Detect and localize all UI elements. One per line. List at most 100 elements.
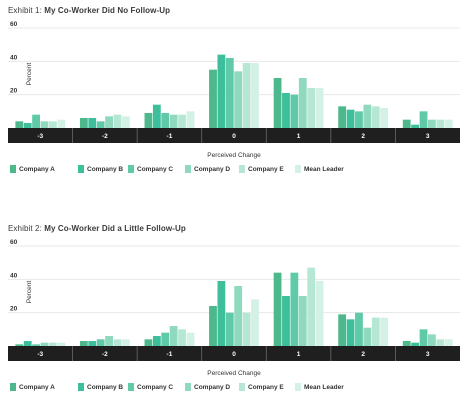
exhibit-2-legend-label-company-a: Company A <box>19 384 55 391</box>
exhibit-2-bar-company-a-3 <box>402 341 411 346</box>
exhibit-2-bar-company-d-3 <box>428 334 436 346</box>
exhibit-1-category-band <box>8 128 460 143</box>
exhibit-1-legend-label-company-d: Company D <box>194 166 230 173</box>
exhibit-1-x-axis-label: Perceived Change <box>207 152 261 159</box>
exhibit-1-bar-company-b-0 <box>217 54 226 128</box>
exhibit-1-bar-company-a-0 <box>209 69 217 128</box>
exhibit-2-bar-mean-leader--2 <box>121 339 130 346</box>
exhibit-1-title-main: My Co-Worker Did No Follow-Up <box>44 6 171 15</box>
exhibit-1-legend-label-company-c: Company C <box>137 166 173 173</box>
exhibit-1-bar-mean-leader-2 <box>380 108 389 128</box>
exhibit-1-y-axis-label: Percent <box>26 63 33 86</box>
exhibit-2-bar-company-e-2 <box>371 317 380 346</box>
exhibit-2-legend-label-company-d: Company D <box>194 384 230 391</box>
exhibit-2-bar-company-b--1 <box>152 336 161 346</box>
exhibit-2-bar-mean-leader-1 <box>315 281 324 346</box>
exhibit-1-x-tick-3: 3 <box>426 133 430 140</box>
exhibit-2-bar-company-d-0 <box>234 286 243 346</box>
exhibit-2-bar-company-a--3 <box>15 344 24 346</box>
exhibit-2-y-tick-60: 60 <box>10 239 18 246</box>
exhibit-2-bar-company-e--3 <box>48 342 57 346</box>
exhibit-1-bar-company-e-3 <box>436 119 445 128</box>
exhibit-2-legend-swatch-company-d <box>185 383 191 391</box>
exhibit-1-bar-mean-leader-0 <box>251 63 259 128</box>
exhibit-2-bar-mean-leader--1 <box>186 332 195 346</box>
exhibit-2-x-tick--2: -2 <box>102 351 108 358</box>
exhibit-2-bar-company-d--1 <box>169 326 178 346</box>
exhibit-2-legend-swatch-company-e <box>239 383 245 391</box>
exhibit-1-legend-label-company-b: Company B <box>87 166 123 173</box>
exhibit-2-bar-company-a-0 <box>209 306 217 346</box>
exhibit-1-bar-company-d-2 <box>363 104 372 128</box>
exhibit-1-bar-company-c--3 <box>32 114 40 128</box>
exhibit-2-bar-mean-leader-3 <box>444 339 453 346</box>
exhibit-1-bar-mean-leader-3 <box>444 119 453 128</box>
exhibit-2-x-tick-2: 2 <box>361 351 365 358</box>
exhibit-2-bar-company-c--2 <box>96 339 105 346</box>
exhibit-1-bar-company-c-0 <box>225 58 234 128</box>
exhibit-1-bar-company-e--1 <box>178 114 186 128</box>
exhibit-1-legend-swatch-company-a <box>10 165 16 173</box>
exhibit-2-bar-company-e--1 <box>178 329 186 346</box>
exhibit-1-bar-company-b-3 <box>411 124 420 128</box>
exhibit-2-bar-company-c--3 <box>32 344 40 346</box>
exhibit-2-bar-company-c-3 <box>419 329 428 346</box>
exhibit-2-legend-label-company-e: Company E <box>248 384 284 391</box>
exhibit-2-bar-company-a--1 <box>144 339 153 346</box>
exhibit-2-x-tick-0: 0 <box>232 351 236 358</box>
exhibit-1-x-tick-0: 0 <box>232 133 236 140</box>
exhibit-2-legend-label-company-b: Company B <box>87 384 123 391</box>
exhibit-2-legend-swatch-company-b <box>78 383 84 391</box>
exhibit-2-bar-company-b--2 <box>88 341 97 346</box>
exhibit-1-bar-company-b--1 <box>152 104 161 128</box>
exhibit-2-y-axis-label: Percent <box>26 281 33 304</box>
exhibit-1-bar-company-c-3 <box>419 111 428 128</box>
exhibit-2-legend-swatch-mean-leader <box>295 383 301 391</box>
exhibit-2-legend-label-mean-leader: Mean Leader <box>304 384 344 391</box>
exhibit-1-legend-label-company-a: Company A <box>19 166 55 173</box>
exhibit-2-legend-swatch-company-a <box>10 383 16 391</box>
exhibit-1-x-tick--1: -1 <box>167 133 173 140</box>
exhibit-1-x-tick--3: -3 <box>37 133 43 140</box>
exhibit-1-bar-company-e-1 <box>307 88 316 128</box>
exhibit-1-legend-swatch-company-b <box>78 165 84 173</box>
exhibit-2-bar-company-c-0 <box>225 312 234 346</box>
exhibit-2-title: Exhibit 2: My Co-Worker Did a Little Fol… <box>8 224 186 233</box>
exhibit-2-bar-company-d--3 <box>40 342 49 346</box>
exhibit-2-x-axis-label: Perceived Change <box>207 370 261 377</box>
exhibit-1-bar-company-a-3 <box>402 119 411 128</box>
exhibit-1-bar-company-a-2 <box>338 106 347 128</box>
exhibit-2-x-tick--1: -1 <box>167 351 173 358</box>
exhibit-2-legend-label-company-c: Company C <box>137 384 173 391</box>
exhibit-2-bar-company-c--1 <box>161 332 170 346</box>
exhibit-1-legend-swatch-company-e <box>239 165 245 173</box>
exhibit-2-bar-company-a-2 <box>338 314 347 346</box>
exhibit-2-category-band <box>8 346 460 361</box>
exhibit-2-bar-mean-leader-0 <box>251 299 259 346</box>
exhibit-2-title-prefix: Exhibit 2: <box>8 224 45 233</box>
exhibit-1-bar-company-c--1 <box>161 113 170 128</box>
exhibit-1-bar-company-b-2 <box>346 109 355 128</box>
exhibit-1-bar-company-e--2 <box>113 114 122 128</box>
exhibit-1-bar-company-a--1 <box>144 113 153 128</box>
exhibit-1-y-tick-40: 40 <box>10 54 18 61</box>
exhibit-1-bar-company-e-2 <box>371 106 380 128</box>
exhibit-1-bar-company-a-1 <box>273 78 282 128</box>
exhibit-2-bar-mean-leader-2 <box>380 317 389 346</box>
exhibit-1-title: Exhibit 1: My Co-Worker Did No Follow-Up <box>8 6 170 15</box>
exhibit-2-bar-mean-leader--3 <box>57 342 66 346</box>
exhibit-2-bar-company-e--2 <box>113 339 122 346</box>
exhibit-2-bar-company-c-2 <box>355 312 363 346</box>
exhibit-1-y-tick-60: 60 <box>10 21 18 28</box>
exhibit-1-bar-company-d--3 <box>40 121 49 128</box>
exhibit-1-bar-mean-leader--2 <box>121 116 130 128</box>
exhibit-1-bar-company-c-1 <box>290 94 299 128</box>
exhibit-1-bar-mean-leader--3 <box>57 119 66 128</box>
exhibit-1-x-tick-2: 2 <box>361 133 365 140</box>
exhibit-1-bar-company-d--1 <box>169 114 178 128</box>
exhibit-1-x-tick--2: -2 <box>102 133 108 140</box>
exhibit-2-title-main: My Co-Worker Did a Little Follow-Up <box>44 224 186 233</box>
exhibit-1-y-tick-20: 20 <box>10 88 18 95</box>
exhibit-2-legend-swatch-company-c <box>128 383 134 391</box>
